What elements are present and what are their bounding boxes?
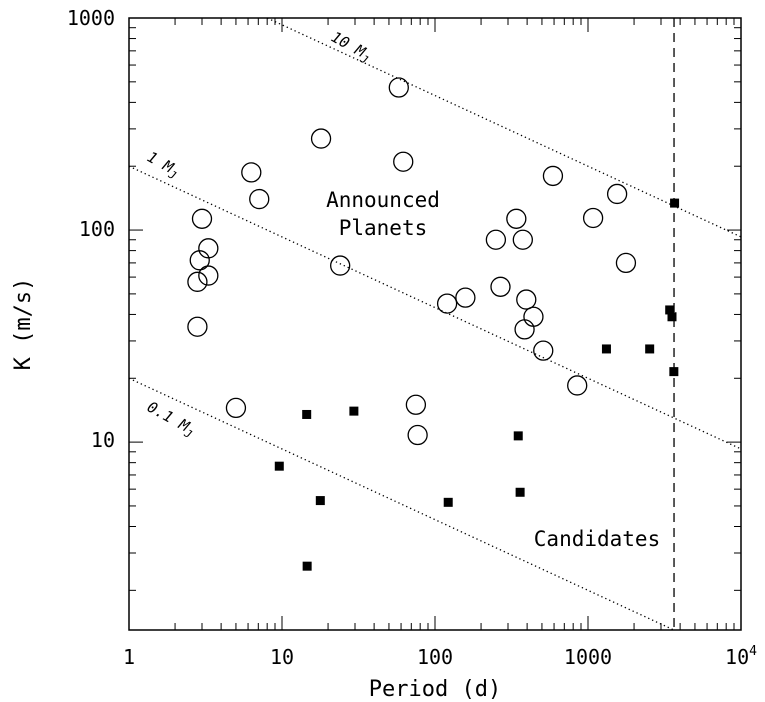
mass-line-label-01mj: 0.1 MJ <box>143 398 198 441</box>
x-tick-label: 100 <box>417 645 453 669</box>
candidate-marker <box>645 344 655 354</box>
planet-marker <box>388 77 409 98</box>
planet-marker <box>506 208 527 229</box>
announced-planets-label-line2: Planets <box>339 216 428 240</box>
axis-ticks <box>128 17 741 630</box>
planet-marker <box>249 188 270 210</box>
planet-marker <box>241 162 262 183</box>
candidate-marker <box>349 406 359 416</box>
planet-marker <box>310 128 332 149</box>
planet-marker <box>225 397 247 419</box>
x-tick-label: 1 <box>123 645 135 669</box>
candidate-marker <box>443 497 453 507</box>
planet-marker <box>533 340 554 361</box>
y-tick-label: 1000 <box>67 6 115 30</box>
planet-marker <box>187 271 208 292</box>
planet-marker <box>187 316 208 337</box>
mass-line <box>128 377 675 631</box>
planet-marker <box>436 293 458 314</box>
planet-marker <box>198 238 219 259</box>
candidate-marker <box>667 312 677 322</box>
announced-planets-label-line1: Announced <box>326 188 440 212</box>
planet-marker <box>330 255 351 276</box>
planet-marker <box>455 287 476 308</box>
candidate-marker <box>669 367 679 377</box>
planet-marker <box>542 165 564 187</box>
planet-marker <box>615 252 637 274</box>
candidate-marker <box>601 344 611 354</box>
tick-labels: 1 10 100 1000 104 10 100 1000 <box>67 6 757 669</box>
candidate-marker <box>302 561 312 571</box>
mass-line-label-1mj: 1 MJ <box>143 148 183 183</box>
candidate-marker <box>665 305 675 315</box>
planet-marker <box>405 394 427 415</box>
y-tick-label: 100 <box>79 217 115 241</box>
x-tick-exponent: 4 <box>749 644 757 659</box>
candidate-marker <box>274 461 284 471</box>
candidate-marker <box>302 409 312 419</box>
candidate-marker <box>515 487 525 497</box>
planet-marker <box>490 276 511 297</box>
planet-marker <box>514 319 535 340</box>
x-tick-label: 1000 <box>564 645 612 669</box>
planet-marker <box>191 208 213 229</box>
candidate-marker <box>670 198 680 208</box>
x-tick-label: 104 <box>725 644 757 669</box>
x-axis-label: Period (d) <box>369 677 501 702</box>
planet-marker <box>516 289 537 310</box>
x-tick-base: 10 <box>725 645 749 669</box>
planet-marker <box>407 424 428 446</box>
reference-lines <box>128 17 742 631</box>
planet-marker <box>485 229 507 250</box>
data-points <box>187 77 680 571</box>
planet-marker <box>606 183 628 205</box>
mass-line <box>128 165 742 450</box>
candidates-label: Candidates <box>534 527 660 551</box>
candidate-marker <box>315 496 325 506</box>
x-tick-label: 10 <box>270 645 294 669</box>
planet-marker <box>523 306 544 327</box>
mass-line <box>266 17 742 238</box>
planet-marker <box>393 151 414 172</box>
planet-marker <box>512 229 533 250</box>
candidate-marker <box>513 431 523 441</box>
planet-marker <box>198 265 219 286</box>
mass-line-label-10mj: 10 MJ <box>327 28 375 67</box>
planet-marker <box>582 207 604 229</box>
y-tick-label: 10 <box>91 428 115 452</box>
y-axis-label: K (m/s) <box>11 278 36 371</box>
planet-marker <box>567 375 588 396</box>
